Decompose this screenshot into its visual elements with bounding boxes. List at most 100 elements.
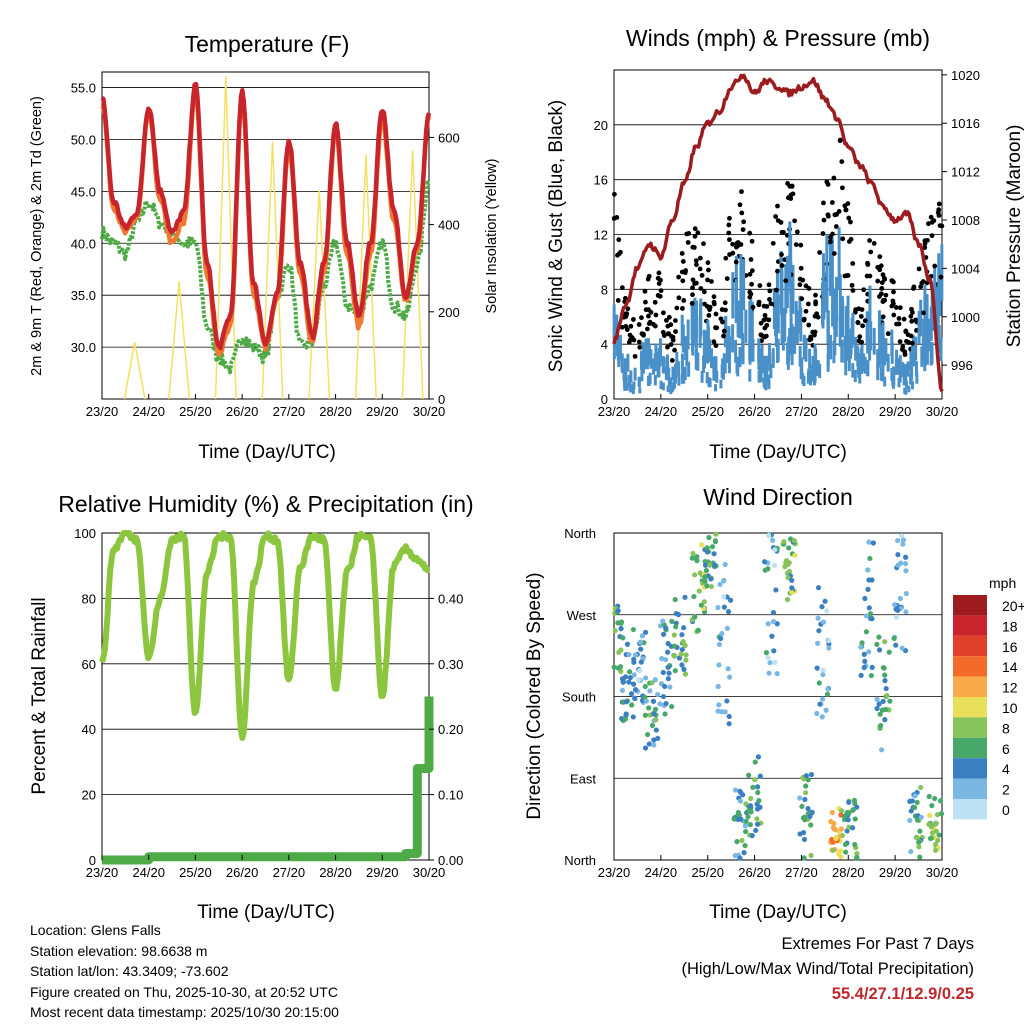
series-line-2m-td [100,180,431,375]
y-tick-label: 40 [82,722,96,737]
y2-tick-label: 0.00 [438,853,463,868]
direction-point [660,669,666,676]
gust-point [661,333,667,338]
direction-point [934,812,941,818]
y2-tick-label: 1016 [951,116,980,131]
wind-speed-mark [658,345,662,367]
direction-point [719,709,725,715]
gust-point [840,236,846,242]
gust-point [733,259,739,265]
direction-point [638,646,644,652]
y-tick-label: 40.0 [71,236,96,251]
direction-point [612,628,618,634]
y2-tick-label: 1004 [951,261,980,276]
direction-point [679,646,685,653]
y-tick-label: South [562,690,596,705]
y-tick-label: East [570,771,596,786]
direction-point [903,609,909,615]
direction-point [866,605,872,611]
wind-speed-mark [790,343,794,366]
direction-point [797,795,803,801]
wind-speed-mark [900,362,904,378]
wind-speed-mark [937,325,941,353]
gust-point [846,215,852,221]
winds-panel: Winds (mph) & Pressure (mb) 0 4 8 12 16 20 99… [546,25,1024,463]
direction-point [927,835,934,842]
wind-speed-mark [846,307,850,342]
direction-point [819,696,826,702]
direction-point [770,537,776,543]
wind-speed-mark [940,244,944,301]
wind-speed-mark [764,371,768,384]
gust-point [706,267,711,273]
wind-speed-mark [734,340,738,363]
wind-speed-mark [891,366,895,380]
direction-point [772,547,778,553]
x-tick-label: 27/20 [273,865,306,880]
direction-point [642,712,649,718]
gust-point [885,331,891,337]
direction-point [822,598,828,604]
direction-point [652,677,658,683]
y-tick-label: 12 [594,228,608,243]
gust-point [670,337,676,343]
wind-speed-mark [815,360,819,377]
gust-point [723,255,729,261]
x-tick-label: 30/20 [926,404,959,419]
gust-point [803,308,809,314]
direction-point [673,610,679,617]
y-tick-label: North [564,526,596,541]
direction-point [866,649,872,655]
wind-speed-mark [696,352,700,371]
winds-y2label: Station Pressure (Maroon) [1004,125,1024,348]
gust-point [902,352,908,357]
direction-point [895,562,901,568]
wind-speed-mark [769,363,773,379]
direction-point [619,687,626,693]
wind-speed-mark [694,350,698,370]
x-tick-label: 26/20 [738,404,771,419]
gust-point [937,223,943,229]
gust-point [631,337,637,343]
legend-label: 20+ [1002,598,1024,614]
gust-point [906,340,912,345]
y2-tick-label: 0.40 [438,591,463,606]
wind-speed-mark [841,300,845,338]
legend-swatch [953,758,987,779]
wind-speed-mark [832,288,836,330]
direction-point [859,640,865,646]
gust-point [747,271,753,277]
direction-point [747,803,754,809]
wind-speed-mark [702,329,706,356]
gust-point [929,219,935,225]
direction-point [716,641,723,648]
gust-point [877,254,883,260]
wind-speed-mark [618,334,622,360]
recent-text: Most recent data timestamp: 2025/10/30 2… [30,1004,339,1020]
direction-point [786,545,792,551]
wind-speed-mark [802,334,806,360]
gust-point [711,339,717,345]
wind-speed-mark [868,285,872,328]
x-tick-label: 28/20 [832,865,865,880]
wind-speed-mark [808,348,812,369]
wind-speed-mark [771,348,775,368]
gust-point [896,321,902,327]
direction-point [679,632,685,638]
direction-point [627,675,633,681]
direction-point [698,602,704,608]
wind-speed-mark [814,348,818,369]
direction-point [917,828,923,834]
gust-point [651,322,656,327]
gust-point [646,313,651,319]
gust-point [737,202,743,208]
direction-point [642,629,649,635]
direction-point [721,604,727,610]
gust-point [758,332,764,338]
direction-point [912,793,918,799]
direction-point [799,803,805,809]
wind-speed-mark [863,357,867,374]
gust-point [911,286,916,291]
gust-point [767,296,772,302]
direction-point [651,742,657,748]
